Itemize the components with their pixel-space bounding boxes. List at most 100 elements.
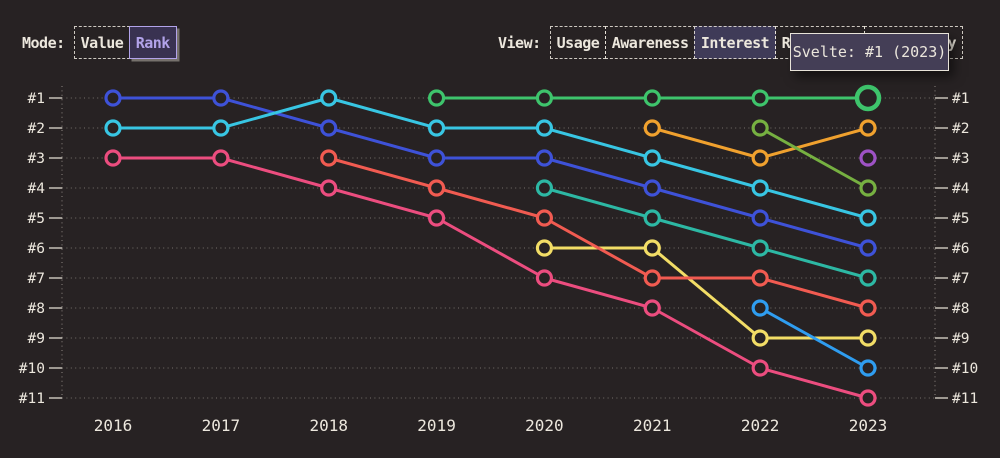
series-magenta: [104, 149, 877, 407]
data-point[interactable]: [751, 89, 769, 107]
data-point[interactable]: [535, 149, 554, 167]
data-point[interactable]: [535, 209, 554, 227]
data-point[interactable]: [751, 329, 769, 347]
hover-tooltip: Svelte: #1 (2023): [790, 33, 949, 71]
data-point[interactable]: [751, 359, 769, 377]
series-sky-blue: [751, 299, 877, 377]
mode-toggle-group: Mode: Value Rank: [22, 26, 177, 59]
data-point[interactable]: [320, 89, 338, 107]
data-point[interactable]: [427, 179, 446, 197]
right-rank-label: #5: [952, 211, 969, 227]
data-point[interactable]: [643, 119, 661, 137]
view-option-interest[interactable]: Interest: [693, 26, 777, 59]
mode-option-value[interactable]: Value: [73, 26, 131, 59]
right-rank-label: #1: [952, 91, 969, 107]
left-rank-label: #11: [19, 391, 45, 407]
data-point[interactable]: [535, 269, 554, 287]
data-point[interactable]: [535, 89, 554, 107]
series-line: [542, 186, 870, 280]
data-point[interactable]: [859, 239, 877, 257]
data-point[interactable]: [320, 179, 338, 197]
data-point[interactable]: [104, 119, 122, 137]
data-point[interactable]: [427, 149, 446, 167]
data-point[interactable]: [643, 89, 661, 107]
data-point[interactable]: [212, 119, 230, 137]
data-point[interactable]: [643, 299, 661, 317]
series-svelte-green: [427, 84, 882, 112]
data-point[interactable]: [643, 239, 661, 257]
series-teal: [535, 179, 877, 287]
data-point[interactable]: [859, 149, 877, 167]
mode-option-rank[interactable]: Rank: [128, 26, 177, 59]
right-rank-label: #7: [952, 271, 969, 287]
data-point[interactable]: [859, 179, 877, 197]
left-rank-label: #1: [28, 91, 45, 107]
view-option-usage[interactable]: Usage: [549, 26, 607, 59]
data-point[interactable]: [427, 119, 446, 137]
data-point-highlighted[interactable]: [854, 84, 882, 112]
right-rank-label: #3: [952, 151, 969, 167]
series-line: [111, 96, 870, 250]
right-rank-label: #10: [952, 361, 978, 377]
data-point[interactable]: [535, 239, 554, 257]
data-point[interactable]: [751, 269, 769, 287]
mode-label: Mode:: [22, 33, 65, 52]
left-rank-label: #8: [28, 301, 45, 317]
data-point[interactable]: [104, 149, 122, 167]
series-blue: [104, 89, 877, 257]
year-label: 2018: [309, 416, 348, 435]
data-point[interactable]: [320, 149, 338, 167]
right-rank-label: #11: [952, 391, 978, 407]
data-point[interactable]: [212, 149, 230, 167]
data-point[interactable]: [643, 209, 661, 227]
data-point[interactable]: [751, 299, 769, 317]
data-point[interactable]: [751, 239, 769, 257]
left-rank-label: #7: [28, 271, 45, 287]
left-rank-label: #10: [19, 361, 45, 377]
year-label: 2021: [633, 416, 672, 435]
series-line: [327, 156, 870, 310]
hover-tooltip-text: Svelte: #1 (2023): [792, 43, 947, 61]
data-point[interactable]: [859, 329, 877, 347]
year-label: 2016: [94, 416, 133, 435]
right-rank-label: #4: [952, 181, 970, 197]
data-point[interactable]: [751, 119, 769, 137]
series-line: [758, 126, 870, 190]
series-purple: [859, 149, 877, 167]
data-point[interactable]: [751, 209, 769, 227]
data-point[interactable]: [751, 149, 769, 167]
series-olive: [751, 119, 877, 197]
data-point[interactable]: [859, 209, 877, 227]
data-point[interactable]: [535, 179, 554, 197]
data-point[interactable]: [643, 269, 661, 287]
left-rank-label: #4: [28, 181, 46, 197]
view-option-awareness[interactable]: Awareness: [604, 26, 696, 59]
data-point[interactable]: [427, 89, 446, 107]
series-coral: [320, 149, 877, 317]
data-point[interactable]: [859, 119, 877, 137]
data-point[interactable]: [859, 389, 877, 407]
data-point[interactable]: [643, 149, 661, 167]
data-point[interactable]: [104, 89, 122, 107]
year-label: 2017: [202, 416, 241, 435]
series-yellow: [535, 239, 877, 347]
data-point[interactable]: [320, 119, 338, 137]
right-rank-label: #2: [952, 121, 969, 137]
data-point[interactable]: [212, 89, 230, 107]
data-point[interactable]: [751, 179, 769, 197]
left-rank-label: #3: [28, 151, 45, 167]
data-point[interactable]: [427, 209, 446, 227]
data-point[interactable]: [859, 299, 877, 317]
right-rank-label: #8: [952, 301, 969, 317]
data-point[interactable]: [859, 359, 877, 377]
data-point[interactable]: [643, 179, 661, 197]
right-rank-label: #6: [952, 241, 969, 257]
year-label: 2019: [417, 416, 456, 435]
data-point[interactable]: [859, 269, 877, 287]
left-rank-label: #6: [28, 241, 45, 257]
data-point[interactable]: [535, 119, 554, 137]
left-rank-label: #5: [28, 211, 45, 227]
year-label: 2022: [741, 416, 780, 435]
